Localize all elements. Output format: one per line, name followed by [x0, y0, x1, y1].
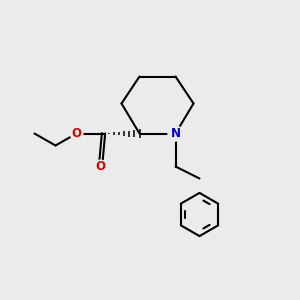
- Circle shape: [94, 160, 107, 173]
- Text: O: O: [95, 160, 106, 173]
- Circle shape: [70, 127, 83, 140]
- Text: N: N: [170, 127, 181, 140]
- Text: O: O: [71, 127, 82, 140]
- Circle shape: [168, 126, 183, 141]
